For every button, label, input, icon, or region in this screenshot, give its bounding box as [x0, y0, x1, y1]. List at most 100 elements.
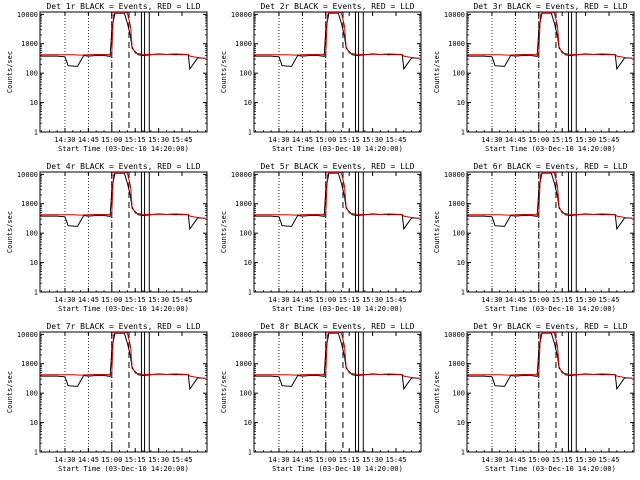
x-tick-label: 14:30 [268, 456, 289, 464]
plot-title: Det 8r BLACK = Events, RED = LLD [260, 322, 414, 331]
y-tick-label: 1000 [448, 200, 465, 208]
y-tick-label: 10 [457, 99, 465, 107]
plot-title: Det 3r BLACK = Events, RED = LLD [473, 2, 627, 11]
plot-panel-3: Det 3r BLACK = Events, RED = LLD 1 10 100 10… [433, 2, 635, 153]
y-tick-label: 1 [248, 129, 252, 137]
x-tick-label: 15:00 [315, 296, 336, 304]
x-tick-label: 15:30 [362, 136, 383, 144]
plot-title: Det 2r BLACK = Events, RED = LLD [260, 2, 414, 11]
x-tick-label: 15:15 [552, 136, 573, 144]
plot-panel-9: Det 9r BLACK = Events, RED = LLD 1 10 100 10… [433, 322, 635, 473]
y-tick-label: 10 [30, 419, 38, 427]
y-tick-label: 10000 [231, 11, 252, 19]
x-tick-label: 15:30 [148, 456, 169, 464]
y-tick-label: 1 [248, 289, 252, 297]
y-tick-label: 10000 [17, 171, 38, 179]
y-axis-label: Counts/sec [433, 211, 441, 253]
series-line-lld [254, 12, 420, 59]
x-tick-label: 14:30 [481, 136, 502, 144]
y-tick-label: 10 [30, 259, 38, 267]
x-tick-label: 15:00 [528, 456, 549, 464]
y-tick-label: 100 [239, 390, 252, 398]
x-tick-label: 15:15 [125, 456, 146, 464]
series-line-events [254, 332, 420, 391]
y-tick-label: 10 [244, 419, 252, 427]
y-tick-label: 1000 [448, 40, 465, 48]
x-tick-label: 15:15 [552, 456, 573, 464]
x-tick-label: 15:00 [528, 296, 549, 304]
x-tick-label: 15:15 [552, 296, 573, 304]
x-axis-label: Start Time (03-Dec-10 14:20:00) [272, 465, 403, 473]
x-tick-label: 15:30 [575, 456, 596, 464]
x-tick-label: 15:00 [101, 136, 122, 144]
plot-title: Det 9r BLACK = Events, RED = LLD [473, 322, 627, 331]
series-line-lld [40, 332, 206, 379]
y-axis-label: Counts/sec [220, 371, 228, 413]
x-tick-label: 14:30 [54, 296, 75, 304]
x-tick-label: 15:00 [528, 136, 549, 144]
series-line-events [40, 12, 206, 71]
y-tick-label: 1000 [235, 40, 252, 48]
y-tick-label: 100 [25, 70, 38, 78]
series-line-events [467, 12, 633, 71]
plot-title: Det 4r BLACK = Events, RED = LLD [46, 162, 200, 171]
y-axis-label: Counts/sec [6, 51, 14, 93]
y-tick-label: 100 [452, 70, 465, 78]
x-tick-label: 15:30 [575, 136, 596, 144]
x-tick-label: 15:45 [171, 456, 192, 464]
series-line-events [467, 332, 633, 391]
plot-panel-5: Det 5r BLACK = Events, RED = LLD 1 10 100 10… [220, 162, 422, 313]
y-tick-label: 1000 [235, 200, 252, 208]
plot-title: Det 5r BLACK = Events, RED = LLD [260, 162, 414, 171]
x-tick-label: 14:30 [54, 456, 75, 464]
y-tick-label: 100 [239, 70, 252, 78]
x-tick-label: 15:45 [385, 136, 406, 144]
x-axis-label: Start Time (03-Dec-10 14:20:00) [58, 465, 189, 473]
x-tick-label: 14:45 [78, 296, 99, 304]
series-line-events [254, 12, 420, 71]
x-tick-label: 14:45 [292, 136, 313, 144]
x-tick-label: 15:30 [362, 456, 383, 464]
x-tick-label: 14:45 [505, 136, 526, 144]
y-axis-label: Counts/sec [433, 371, 441, 413]
series-line-events [40, 172, 206, 231]
y-axis-label: Counts/sec [220, 51, 228, 93]
y-tick-label: 10 [457, 419, 465, 427]
x-tick-label: 14:30 [54, 136, 75, 144]
x-tick-label: 15:15 [339, 296, 360, 304]
y-tick-label: 10 [457, 259, 465, 267]
series-line-events [40, 332, 206, 391]
y-tick-label: 1 [34, 289, 38, 297]
series-line-lld [40, 172, 206, 219]
x-tick-label: 15:15 [125, 136, 146, 144]
x-tick-label: 14:30 [481, 296, 502, 304]
x-tick-label: 14:30 [481, 456, 502, 464]
y-tick-label: 1000 [235, 360, 252, 368]
plot-panel-1: Det 1r BLACK = Events, RED = LLD 1 10 100 10… [6, 2, 208, 153]
y-axis-label: Counts/sec [220, 211, 228, 253]
y-tick-label: 1 [461, 129, 465, 137]
y-tick-label: 10 [30, 99, 38, 107]
y-tick-label: 10000 [231, 331, 252, 339]
x-tick-label: 15:00 [315, 136, 336, 144]
x-tick-label: 14:45 [78, 136, 99, 144]
y-tick-label: 100 [452, 230, 465, 238]
x-tick-label: 15:00 [315, 456, 336, 464]
x-tick-label: 15:45 [385, 456, 406, 464]
y-tick-label: 100 [239, 230, 252, 238]
x-tick-label: 15:15 [339, 136, 360, 144]
x-tick-label: 15:30 [148, 136, 169, 144]
plot-title: Det 6r BLACK = Events, RED = LLD [473, 162, 627, 171]
x-tick-label: 15:45 [598, 456, 619, 464]
y-tick-label: 100 [25, 230, 38, 238]
y-tick-label: 10000 [17, 11, 38, 19]
x-axis-label: Start Time (03-Dec-10 14:20:00) [485, 145, 616, 153]
x-tick-label: 14:45 [78, 456, 99, 464]
y-tick-label: 10 [244, 99, 252, 107]
x-tick-label: 15:30 [362, 296, 383, 304]
y-tick-label: 1000 [21, 200, 38, 208]
y-tick-label: 1 [461, 289, 465, 297]
x-tick-label: 15:15 [339, 456, 360, 464]
y-tick-label: 100 [25, 390, 38, 398]
